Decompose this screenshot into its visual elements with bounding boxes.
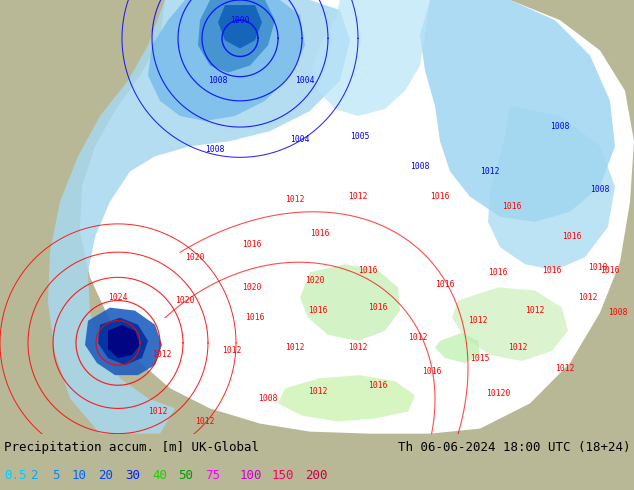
Text: 1012: 1012	[285, 343, 305, 352]
Polygon shape	[0, 0, 170, 434]
Text: 5: 5	[52, 469, 60, 483]
Text: 1024: 1024	[108, 293, 127, 302]
Polygon shape	[148, 0, 305, 121]
Text: 75: 75	[205, 469, 220, 483]
Text: 1020: 1020	[185, 253, 205, 262]
Polygon shape	[488, 106, 615, 270]
Text: 1016: 1016	[600, 266, 620, 275]
Text: 1020: 1020	[242, 283, 262, 292]
Text: 1016: 1016	[308, 306, 328, 315]
Text: 1016: 1016	[368, 381, 388, 390]
Text: 100: 100	[240, 469, 262, 483]
Text: 200: 200	[305, 469, 328, 483]
Text: 2: 2	[30, 469, 37, 483]
Text: 1012: 1012	[480, 167, 500, 176]
Text: 1012: 1012	[348, 343, 368, 352]
Text: 1004: 1004	[295, 76, 314, 85]
Text: 1008: 1008	[590, 185, 610, 194]
Text: 1016: 1016	[430, 192, 450, 201]
Text: 50: 50	[178, 469, 193, 483]
Text: 150: 150	[272, 469, 295, 483]
Text: 1008: 1008	[410, 162, 430, 171]
Text: 1012: 1012	[348, 192, 368, 201]
Text: 1016: 1016	[542, 266, 562, 275]
Polygon shape	[300, 264, 400, 341]
Polygon shape	[420, 0, 615, 222]
Polygon shape	[312, 0, 430, 116]
Text: 1012: 1012	[578, 293, 598, 302]
Text: Th 06-06-2024 18:00 UTC (18+24): Th 06-06-2024 18:00 UTC (18+24)	[398, 441, 630, 454]
Text: 1016: 1016	[245, 313, 265, 322]
Polygon shape	[218, 5, 262, 49]
Polygon shape	[48, 0, 350, 434]
Text: 30: 30	[125, 469, 140, 483]
Text: 1016: 1016	[562, 232, 582, 242]
Text: 1016: 1016	[488, 268, 508, 277]
Text: 1008: 1008	[550, 122, 570, 130]
Text: 1012: 1012	[308, 387, 328, 396]
Text: 1008: 1008	[608, 308, 628, 317]
Text: 1020: 1020	[175, 296, 195, 305]
Polygon shape	[108, 325, 140, 358]
Polygon shape	[198, 0, 275, 73]
Polygon shape	[452, 288, 568, 361]
Text: 10: 10	[72, 469, 87, 483]
Text: 1000: 1000	[230, 16, 250, 24]
Text: 1016: 1016	[502, 202, 522, 211]
Text: 1008: 1008	[205, 145, 224, 154]
Text: 1016: 1016	[358, 266, 378, 275]
Text: 0.5: 0.5	[4, 469, 27, 483]
Text: 1012: 1012	[508, 343, 527, 352]
Text: 1012: 1012	[469, 316, 488, 325]
Text: 1012: 1012	[148, 407, 168, 416]
Text: 1015: 1015	[470, 353, 489, 363]
Text: 1016: 1016	[436, 280, 455, 289]
Text: 40: 40	[152, 469, 167, 483]
Text: 1008: 1008	[208, 76, 228, 85]
Text: 10120: 10120	[486, 389, 510, 398]
Polygon shape	[278, 375, 415, 421]
Text: 1012: 1012	[152, 350, 172, 360]
Text: Precipitation accum. [m] UK-Global: Precipitation accum. [m] UK-Global	[4, 441, 259, 454]
Text: 1012: 1012	[195, 417, 215, 426]
Text: 1012: 1012	[408, 333, 428, 343]
Text: 1018: 1018	[588, 263, 608, 272]
Text: 1012: 1012	[285, 195, 305, 204]
Polygon shape	[85, 308, 162, 375]
Text: 1016: 1016	[368, 303, 388, 312]
Text: 1012: 1012	[555, 364, 575, 372]
Polygon shape	[80, 0, 634, 434]
Text: 1004: 1004	[290, 135, 310, 144]
Text: 1016: 1016	[422, 367, 442, 376]
Text: 1005: 1005	[350, 132, 370, 141]
Polygon shape	[435, 333, 480, 363]
Text: 1008: 1008	[258, 394, 278, 403]
Polygon shape	[98, 318, 148, 365]
Text: 20: 20	[98, 469, 113, 483]
Text: 1016: 1016	[242, 240, 262, 248]
Text: 1012: 1012	[525, 306, 545, 315]
Text: 1016: 1016	[310, 229, 330, 239]
Text: 1012: 1012	[223, 346, 242, 355]
Text: 1020: 1020	[305, 276, 325, 285]
